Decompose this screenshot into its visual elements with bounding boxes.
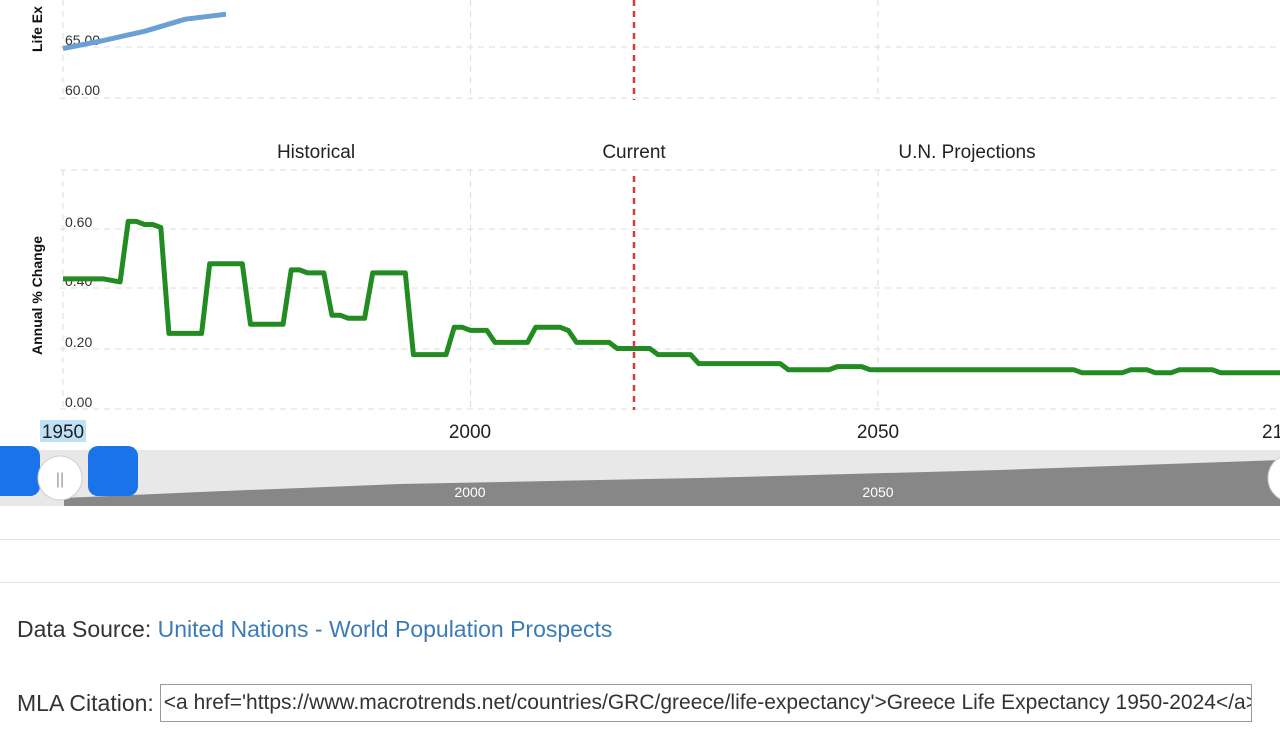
x-tick-1950: 1950 <box>42 422 84 443</box>
range-navigator[interactable]: 2000 2050 || <box>0 446 1280 506</box>
navigator-left-handle-grip-icon: || <box>56 471 64 488</box>
annual-change-gridlines <box>60 169 1280 410</box>
life-expectancy-gridlines <box>60 0 1280 100</box>
mla-citation-label: MLA Citation: <box>17 689 154 716</box>
footer-divider-1 <box>0 539 1280 540</box>
period-historical-label: Historical <box>277 142 355 163</box>
life-expectancy-charts: 65.00 60.00 Life Ex Historical Current U… <box>0 0 1280 506</box>
mla-citation-input[interactable]: <a href='https://www.macrotrends.net/cou… <box>159 684 1252 722</box>
annual-change-y-ticks: 0.60 0.40 0.20 0.00 <box>65 214 92 410</box>
annual-y-axis-label: Annual % Change <box>29 236 45 355</box>
x-tick-1950-highlight <box>40 420 86 442</box>
navigator-tick-2000: 2000 <box>454 484 485 500</box>
mla-citation-row: MLA Citation: <a href='https://www.macro… <box>17 684 1252 722</box>
x-axis-ticks: 1950 2000 2050 21 <box>40 420 1280 443</box>
period-projections-label: U.N. Projections <box>898 142 1035 163</box>
life-expectancy-chart: 65.00 60.00 Life Ex <box>29 0 1280 100</box>
life-y-axis-label: Life Ex <box>29 6 45 52</box>
navigator-left-handle[interactable] <box>37 455 83 501</box>
footer-divider-2 <box>0 582 1280 583</box>
navigator-right-handle[interactable] <box>1267 454 1280 502</box>
life-y-tick-60: 60.00 <box>65 82 100 98</box>
annual-y-tick-0-60: 0.60 <box>65 214 92 230</box>
data-source-row: Data Source: United Nations - World Popu… <box>17 616 612 643</box>
navigator-right-blue-tab[interactable] <box>88 446 138 496</box>
data-source-link[interactable]: United Nations - World Population Prospe… <box>157 616 613 642</box>
annual-change-chart: 0.60 0.40 0.20 0.00 Annual % Change <box>29 169 1280 410</box>
navigator-left-blue-tab[interactable] <box>0 446 40 496</box>
annual-y-tick-0-20: 0.20 <box>65 334 92 350</box>
period-labels: Historical Current U.N. Projections <box>277 142 1036 163</box>
navigator-area-shape <box>64 460 1280 506</box>
x-tick-2100-partial: 21 <box>1262 422 1280 443</box>
period-current-label: Current <box>602 142 666 163</box>
annual-y-tick-0-00: 0.00 <box>65 394 92 410</box>
data-source-label: Data Source: <box>17 616 152 642</box>
x-tick-2000: 2000 <box>449 422 491 443</box>
x-tick-2050: 2050 <box>857 422 899 443</box>
annual-change-series-line <box>63 218 1280 376</box>
navigator-tick-2050: 2050 <box>862 484 893 500</box>
life-expectancy-series-line <box>62 11 227 51</box>
